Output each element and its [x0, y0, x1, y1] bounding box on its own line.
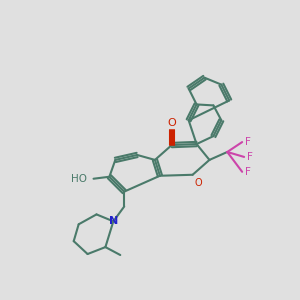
Text: F: F — [247, 152, 253, 162]
Text: O: O — [167, 118, 176, 128]
Text: O: O — [195, 178, 202, 188]
Text: F: F — [245, 167, 251, 177]
Text: HO: HO — [70, 174, 87, 184]
Text: N: N — [109, 216, 118, 226]
Text: F: F — [245, 137, 251, 147]
